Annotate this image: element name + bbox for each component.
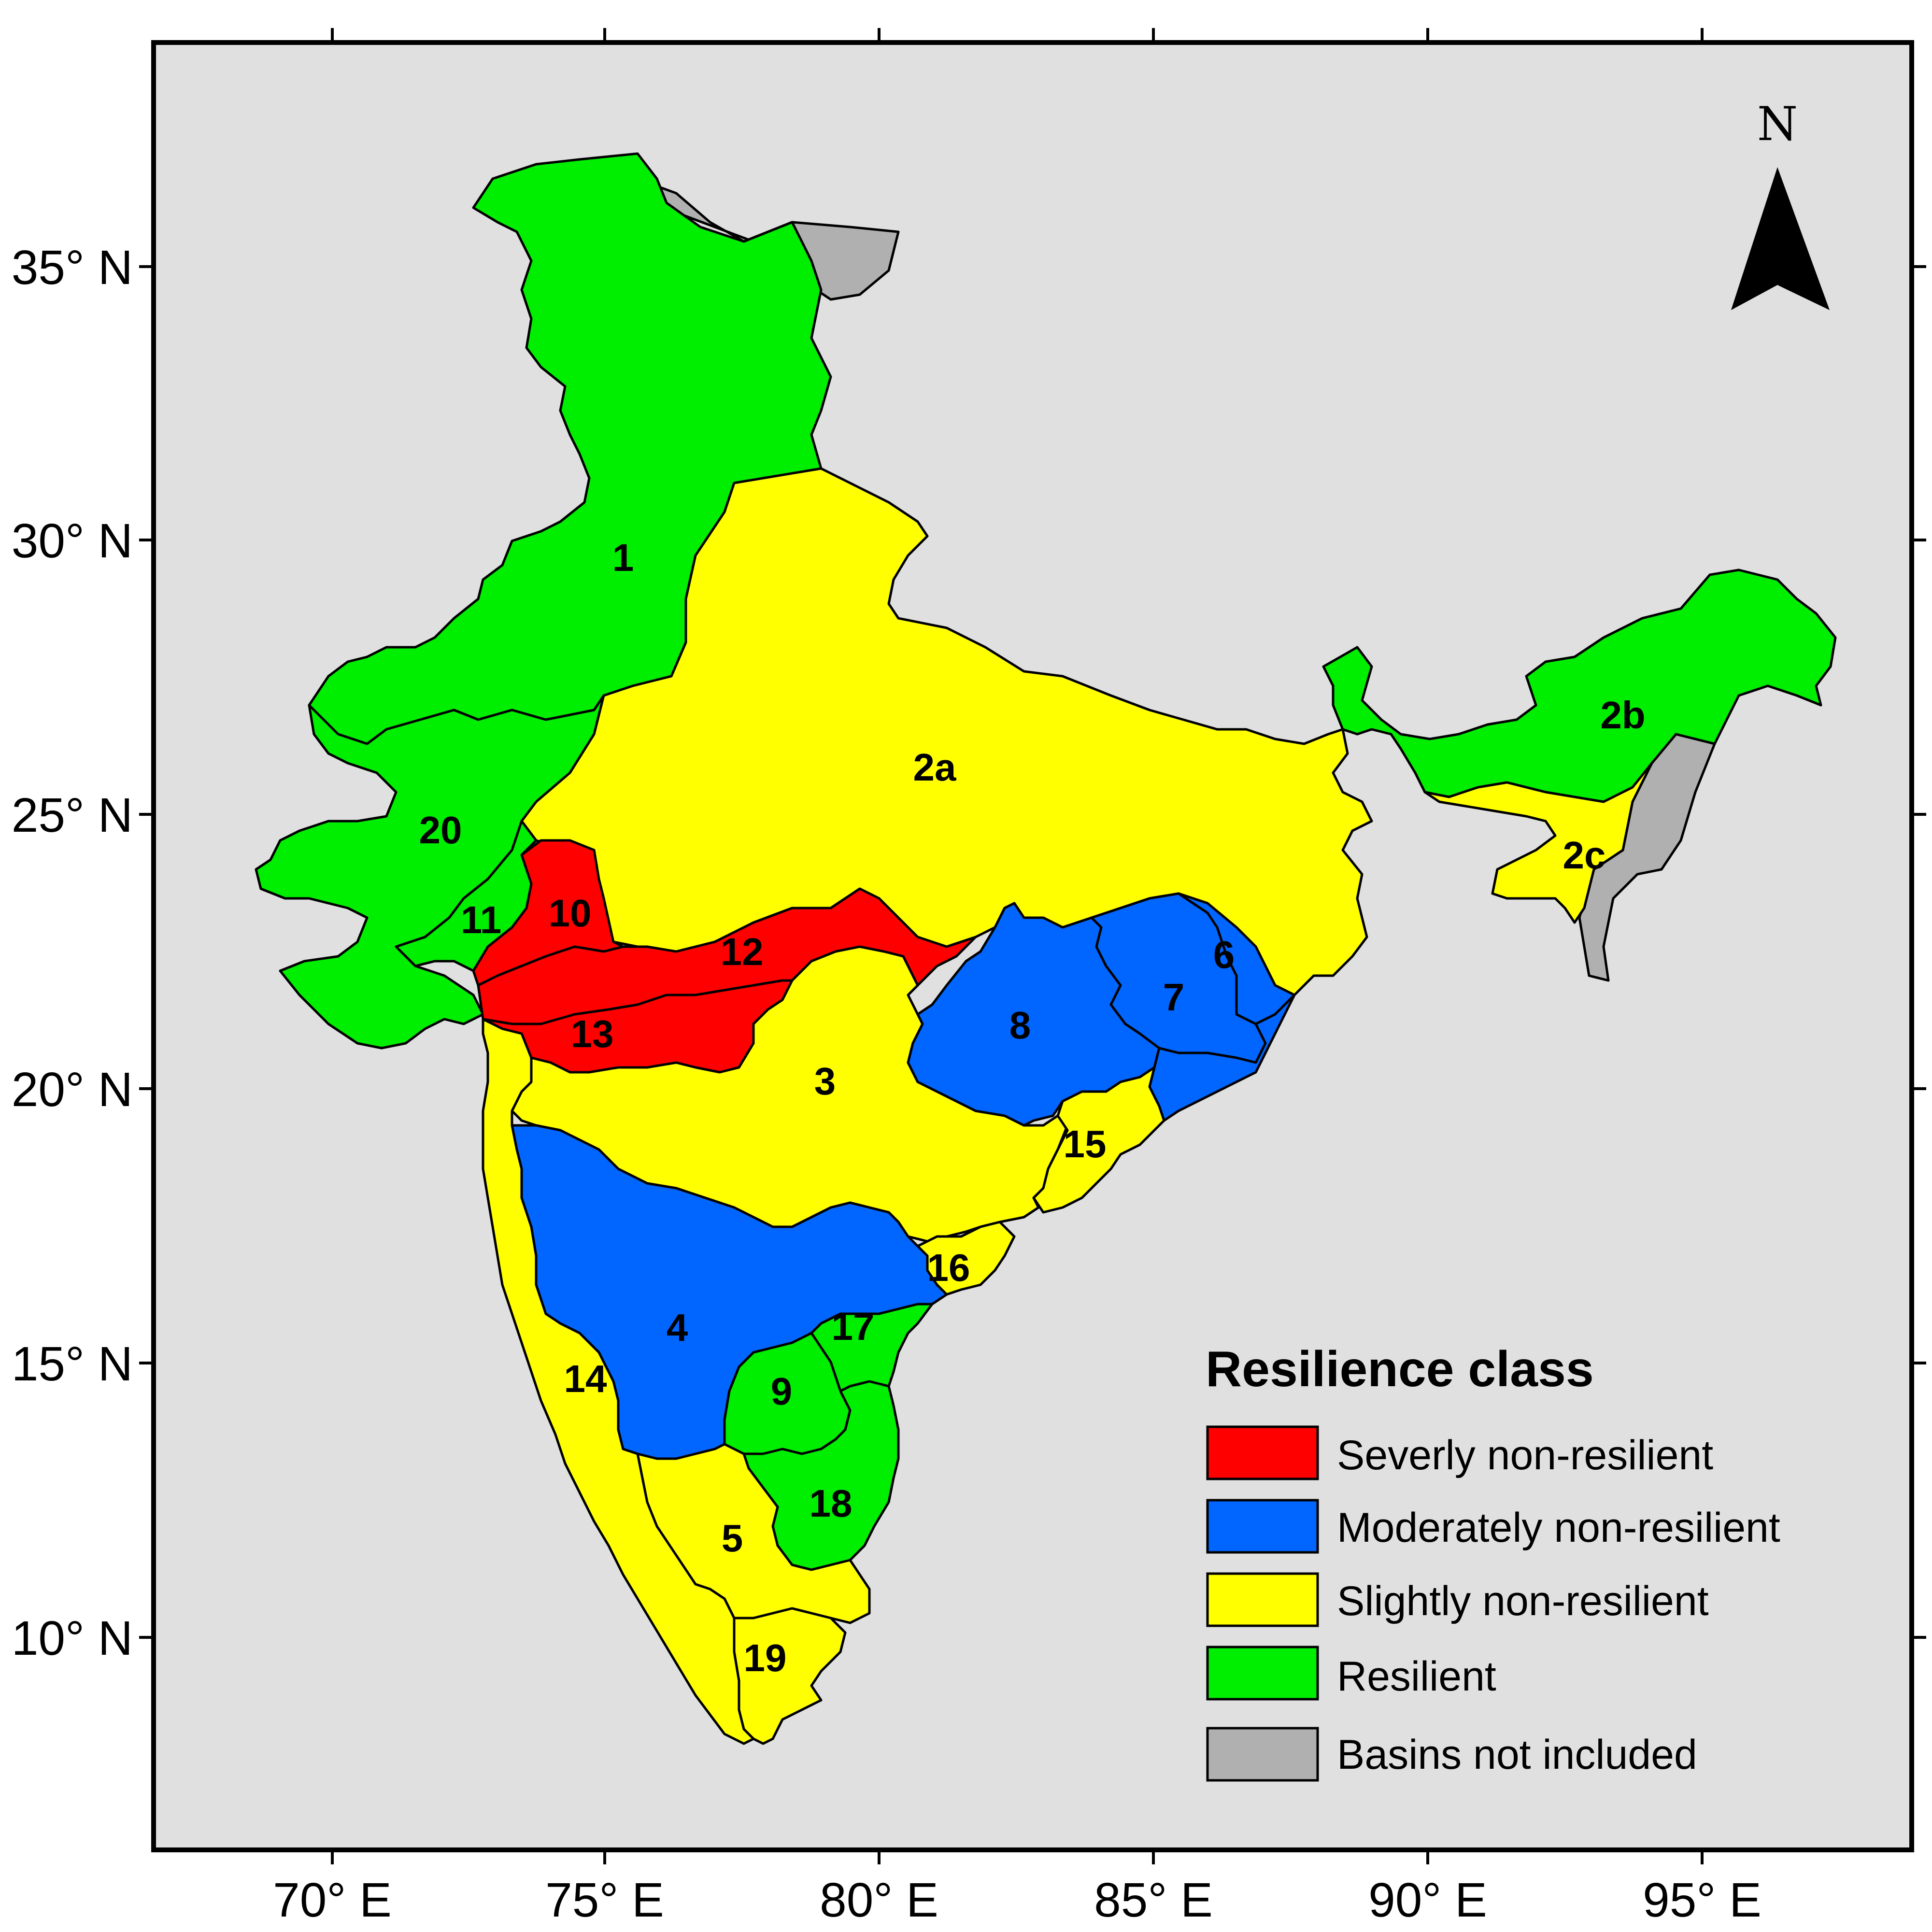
basin-label: 2c <box>1563 834 1606 877</box>
lon-label: 95° E <box>1643 1873 1762 1927</box>
basin-label: 10 <box>549 892 592 935</box>
basin-label: 20 <box>419 809 462 852</box>
longitude-labels: 70° E 75° E 80° E 85° E 90° E 95° E <box>273 1873 1762 1927</box>
region-basin-11 <box>395 820 538 972</box>
basin-regions <box>255 152 1837 1745</box>
basin-label: 3 <box>814 1060 836 1103</box>
lat-label: 20° N <box>12 1063 133 1117</box>
basin-label: 11 <box>461 898 502 941</box>
legend-swatch-resilient <box>1206 1646 1319 1701</box>
legend-label: Severly non-resilient <box>1337 1432 1713 1478</box>
lon-label: 75° E <box>545 1873 664 1927</box>
latitude-labels: 35° N 30° N 25° N 20° N 15° N 10° N <box>12 241 133 1665</box>
basin-label: 18 <box>810 1482 852 1525</box>
region-basin-16 <box>916 1221 1016 1296</box>
basin-label: 14 <box>564 1357 607 1400</box>
legend-title: Resilience class <box>1206 1341 1594 1397</box>
basin-label: 5 <box>722 1517 743 1560</box>
legend-swatch-severely <box>1206 1425 1319 1480</box>
lon-label: 80° E <box>820 1873 938 1927</box>
region-basin-2b <box>1322 568 1837 803</box>
legend-label: Moderately non-resilient <box>1337 1505 1780 1551</box>
basin-label: 12 <box>721 930 764 973</box>
lon-label: 85° E <box>1094 1873 1213 1927</box>
tick-marks <box>139 28 1926 1864</box>
legend-label: Basins not included <box>1337 1732 1697 1778</box>
basin-label: 7 <box>1163 976 1185 1019</box>
legend-swatch-not-included <box>1206 1727 1319 1782</box>
lat-label: 15° N <box>12 1337 133 1391</box>
lon-label: 90° E <box>1368 1873 1487 1927</box>
region-basin-2c <box>1423 762 1653 924</box>
legend-label: Resilient <box>1337 1653 1496 1700</box>
lat-label: 35° N <box>12 241 133 295</box>
north-arrow-icon <box>1731 167 1830 310</box>
legend-swatch-slightly <box>1206 1572 1319 1627</box>
region-basin-15 <box>1032 1066 1165 1214</box>
lat-label: 25° N <box>12 788 133 842</box>
basin-label: 2a <box>913 746 956 789</box>
basin-label: 17 <box>832 1305 875 1348</box>
basin-labels: 1 2a 2b 2c 3 4 5 6 7 8 9 10 11 12 13 14 … <box>419 536 1646 1679</box>
basin-label: 19 <box>744 1636 787 1679</box>
basin-label: 4 <box>667 1306 688 1349</box>
basin-label: 13 <box>571 1012 614 1055</box>
north-letter: N <box>1757 97 1798 151</box>
basin-label: 9 <box>771 1370 793 1413</box>
basin-label: 6 <box>1213 933 1235 976</box>
basin-label: 8 <box>1009 1004 1031 1047</box>
north-arrow: N <box>1731 97 1830 310</box>
region-basin-7-coast <box>1148 994 1296 1122</box>
region-basin-14 <box>482 1018 755 1745</box>
region-basin-20 <box>255 694 605 1050</box>
legend-swatch-moderately <box>1206 1499 1319 1554</box>
basin-label: 2b <box>1600 694 1645 737</box>
legend-label: Slightly non-resilient <box>1337 1578 1709 1624</box>
lat-label: 30° N <box>12 514 133 568</box>
lat-label: 10° N <box>12 1611 133 1665</box>
legend: Resilience class Severly non-resilient M… <box>1206 1341 1780 1782</box>
basin-label: 1 <box>612 536 634 579</box>
lon-label: 70° E <box>273 1873 392 1927</box>
basin-label: 16 <box>927 1246 970 1289</box>
basin-label: 15 <box>1064 1122 1107 1165</box>
